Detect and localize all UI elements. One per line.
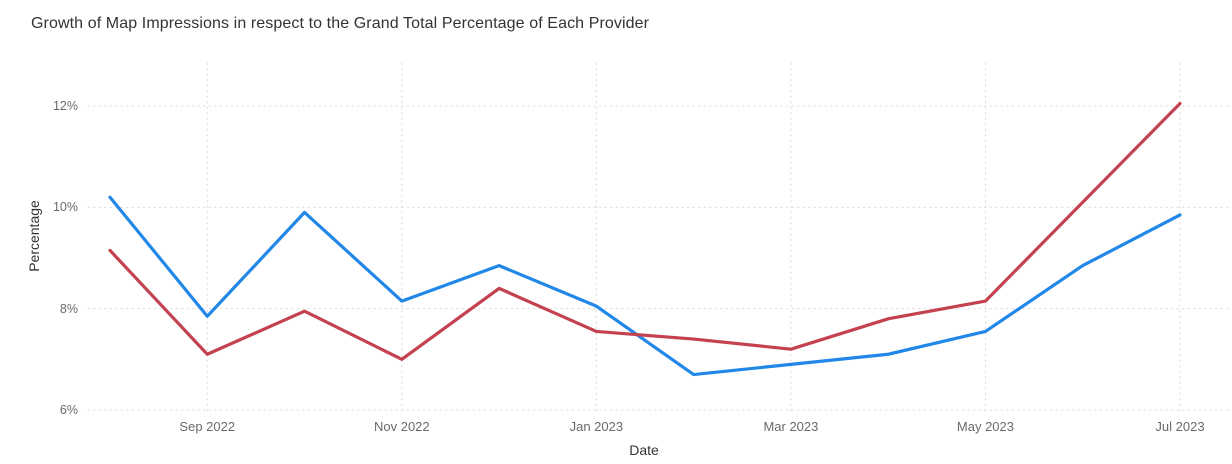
x-tick-label: Jan 2023 <box>569 419 624 434</box>
y-tick-label: 8% <box>59 301 78 316</box>
y-tick-label: 6% <box>59 403 78 417</box>
x-tick-label: Jul 2023 <box>1155 419 1205 434</box>
x-tick-label: Sep 2022 <box>179 419 236 434</box>
x-tick-label: Nov 2022 <box>373 419 430 434</box>
y-tick-label: 12% <box>52 99 78 113</box>
y-tick-label: 10% <box>52 200 78 215</box>
series-line-red-provider[interactable] <box>108 101 1182 361</box>
x-axis-title: Date <box>629 442 659 458</box>
x-tick-label: May 2023 <box>956 419 1014 434</box>
x-tick-label: Mar 2023 <box>763 419 819 434</box>
chart-title: Growth of Map Impressions in respect to … <box>31 15 650 32</box>
series-line-blue-provider[interactable] <box>108 195 1182 377</box>
